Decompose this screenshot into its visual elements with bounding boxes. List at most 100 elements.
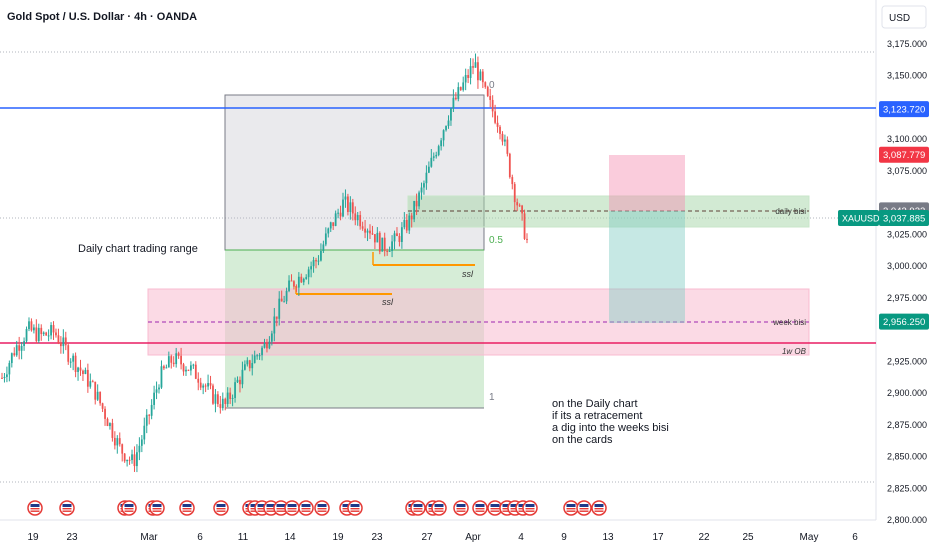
price-tick-label: 3,100.000 (887, 134, 927, 144)
candle-body (420, 187, 423, 193)
candle-body (435, 154, 438, 157)
candle-body (459, 87, 462, 90)
us-flag-canton (30, 504, 40, 507)
candle-body (84, 369, 87, 374)
symbol-tag-label: XAUUSD (842, 214, 880, 224)
time-tick-label: 17 (652, 532, 664, 543)
us-flag-stripe (502, 508, 512, 510)
us-flag-canton (182, 504, 192, 507)
candle-body (185, 369, 187, 372)
us-flag-stripe (434, 508, 444, 510)
us-flag-stripe (301, 508, 311, 510)
candle-body (143, 425, 146, 440)
daily-bisi-zone[interactable] (407, 195, 810, 228)
us-flag-canton (566, 504, 576, 507)
candle-body (347, 196, 349, 212)
us-flag-stripe (475, 508, 485, 510)
candle-body (45, 332, 48, 336)
position-stop-zone[interactable] (609, 155, 685, 211)
us-flag-canton (62, 504, 72, 507)
us-flag-canton (413, 504, 423, 507)
candle-body (113, 437, 116, 446)
us-flag-stripe (62, 508, 72, 510)
candle-body (361, 226, 364, 229)
candle-body (354, 213, 357, 221)
candle-body (197, 378, 200, 383)
candle-body (408, 215, 411, 231)
candle-body (167, 356, 170, 368)
candle-body (111, 423, 114, 438)
candle-body (383, 237, 386, 251)
candle-body (413, 200, 416, 220)
candle-body (248, 360, 251, 369)
candle-body (445, 125, 447, 131)
candle-body (494, 111, 497, 123)
candle-body (452, 97, 455, 109)
candle-body (253, 355, 256, 364)
price-scale[interactable]: 2,800.000 2,825.000 2,850.000 2,875.000 2,90… (887, 39, 927, 525)
candle-body (297, 276, 300, 288)
candle-body (42, 332, 45, 335)
us-flag-stripe (257, 508, 267, 510)
candle-body (381, 237, 384, 252)
candle-body (37, 327, 40, 341)
economic-event-flags[interactable] (27, 500, 607, 516)
us-flag-stripe (124, 508, 134, 510)
candle-body (18, 345, 21, 351)
us-flag-canton (124, 504, 134, 507)
currency-label: USD (889, 13, 910, 24)
candle-body (263, 343, 266, 348)
candle-body (310, 266, 313, 270)
fib-level-0: 0 (489, 80, 495, 91)
price-tick-label: 3,175.000 (887, 39, 927, 49)
time-tick-label: 23 (66, 532, 78, 543)
currency-button[interactable] (881, 5, 927, 29)
price-tag-label: 2,956.250 (883, 317, 925, 328)
candle-body (266, 343, 268, 349)
us-flag-canton (287, 504, 297, 507)
candle-body (126, 459, 129, 462)
us-flag-stripe (317, 510, 327, 512)
us-flag-canton (594, 504, 604, 507)
us-flag-stripe (30, 508, 40, 510)
candle-body (300, 276, 303, 283)
candle-body (10, 353, 13, 364)
candle-body (229, 392, 232, 399)
price-tag-label: 3,087.779 (883, 150, 925, 161)
candle-body (64, 337, 67, 346)
candle-body (177, 353, 180, 356)
us-flag-stripe (342, 508, 352, 510)
candle-body (86, 369, 89, 387)
fib-level-1: 1 (489, 392, 495, 403)
time-scale[interactable]: 19 23 Mar 6 11 14 19 23 27 Apr 4 9 13 17 22 25 May 6 (27, 532, 858, 543)
candle-body (234, 382, 236, 398)
candle-body (427, 166, 430, 173)
candle-body (194, 364, 197, 379)
fib-level-05: 0.5 (489, 235, 503, 246)
candle-body (371, 233, 374, 235)
candle-body (398, 236, 401, 242)
candle-body (376, 232, 379, 243)
candle-body (82, 370, 84, 374)
candle-body (243, 364, 246, 370)
candle-body (295, 286, 298, 288)
time-tick-label: 14 (284, 532, 296, 543)
candle-body (148, 414, 151, 416)
candle-body (1, 377, 3, 379)
candle-body (8, 363, 11, 375)
candle-body (359, 215, 362, 227)
candle-body (123, 453, 126, 462)
time-tick-label: 27 (421, 532, 433, 543)
candle-body (440, 140, 443, 147)
time-tick-label: Apr (465, 532, 481, 543)
candle-body (479, 71, 482, 81)
us-flag-stripe (62, 510, 72, 512)
candle-body (207, 383, 209, 387)
candle-body (94, 381, 97, 400)
candle-body (342, 199, 344, 217)
candle-body (96, 391, 99, 400)
trade-note-line: on the Daily chart (552, 398, 638, 410)
price-tag (879, 146, 929, 163)
position-target-zone[interactable] (609, 211, 685, 323)
